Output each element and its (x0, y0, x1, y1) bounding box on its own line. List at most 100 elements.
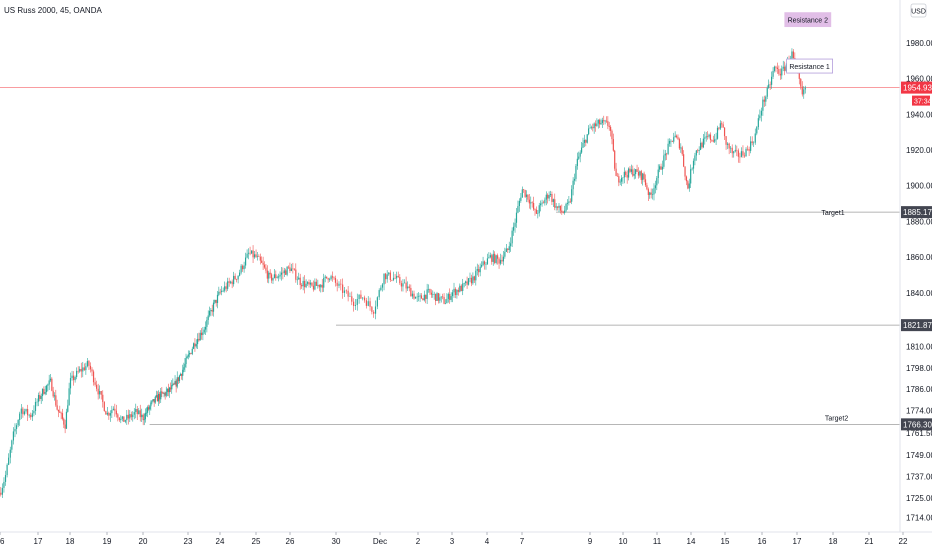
resistance-1-box[interactable] (786, 58, 833, 74)
candle-body (515, 212, 518, 223)
candle-body (269, 272, 271, 275)
candle-body (74, 377, 76, 381)
time-tick-7: 25 (252, 537, 261, 546)
candle-body (374, 306, 377, 314)
candle-body (473, 276, 475, 281)
candle-body (709, 134, 712, 140)
time-tick-20: 16 (758, 537, 767, 546)
candle-body (499, 259, 502, 264)
candle-body (437, 293, 440, 301)
candle-body (250, 250, 253, 254)
candle-body (469, 277, 471, 279)
candle-body (367, 301, 369, 306)
candle-body (216, 294, 219, 303)
candle-body (199, 332, 201, 341)
candle-body (3, 481, 5, 488)
candle-body (378, 290, 380, 298)
price-tick-14: 1940.000 (906, 110, 932, 119)
candle-body (183, 367, 185, 370)
resistance-2-box[interactable] (784, 12, 832, 28)
candle-body (109, 413, 111, 416)
time-tick-16: 10 (619, 537, 628, 546)
candle-body (551, 194, 553, 202)
candle-body (247, 252, 250, 254)
candle-body (486, 258, 489, 265)
candle-body (308, 282, 310, 285)
candle-body (287, 266, 290, 268)
candle-body (124, 420, 126, 422)
candle-body (622, 177, 624, 179)
candle-body (756, 127, 758, 134)
candle-body (286, 266, 288, 275)
candle-body (718, 127, 720, 129)
candle-body (721, 123, 723, 125)
candle-body (192, 343, 195, 349)
candle-body (194, 343, 196, 347)
candle-body (45, 385, 48, 393)
candle-body (611, 130, 613, 140)
candle-body (55, 395, 57, 406)
candle-body (89, 365, 92, 370)
candle-body (678, 139, 680, 149)
currency-label: USD (911, 9, 926, 16)
candle-body (654, 185, 656, 189)
candle-body (534, 209, 536, 210)
candle-body (178, 375, 181, 382)
candle-body (504, 251, 506, 257)
candle-body (544, 199, 546, 204)
candle-body (362, 297, 364, 299)
candle-body (167, 388, 170, 393)
candle-body (446, 298, 448, 304)
candle-body (276, 277, 278, 279)
candle-body (12, 431, 15, 441)
candle-body (191, 348, 193, 354)
candle-body (164, 392, 166, 396)
candle-body (743, 155, 746, 157)
candle-body (657, 169, 659, 179)
candle-body (206, 319, 208, 327)
candle-body (236, 279, 238, 280)
candle-body (434, 293, 437, 301)
candle-body (413, 293, 415, 299)
candle-body (427, 288, 430, 290)
candle-body (763, 99, 765, 102)
price-axis[interactable]: 1714.000 1725.000 1737.000 1749.000 1761.500… (906, 39, 932, 523)
candle-body (91, 369, 93, 372)
time-tick-10: Dec (373, 537, 387, 546)
candle-body (77, 370, 79, 372)
time-tick-6: 24 (216, 537, 225, 546)
candle-body (214, 299, 216, 303)
currency-button[interactable]: USD (910, 3, 927, 18)
candle-body (491, 255, 493, 262)
candle-body (625, 171, 627, 175)
candle-body (768, 84, 770, 88)
candle-body (80, 368, 82, 372)
candle-body (239, 272, 241, 276)
candle-body (396, 275, 398, 279)
candle-body (498, 258, 500, 264)
candle-body (111, 410, 113, 414)
candle-body (666, 153, 668, 155)
target2-label[interactable]: Target2 (825, 415, 848, 422)
candle-body (690, 169, 692, 184)
candle-body (51, 378, 53, 391)
candle-body (195, 344, 197, 347)
target1-label[interactable]: Target1 (821, 210, 844, 217)
time-tick-4: 20 (139, 537, 148, 546)
candle-body (48, 380, 50, 385)
time-tick-12: 3 (450, 537, 455, 546)
candle-body (525, 194, 528, 197)
candle-body (182, 369, 184, 376)
candle-body (324, 276, 326, 279)
candle-body (114, 408, 116, 411)
time-axis[interactable]: 16171819202324252630Dec23479101114151617… (0, 532, 908, 546)
candle-body (582, 142, 584, 148)
candle-body (707, 136, 709, 137)
candle-body (228, 281, 230, 283)
candle-body (27, 409, 29, 416)
candle-body (804, 87, 806, 90)
candle-body (298, 277, 300, 280)
level-label-1: 1821.876 (903, 321, 932, 330)
candle-body (675, 135, 678, 138)
